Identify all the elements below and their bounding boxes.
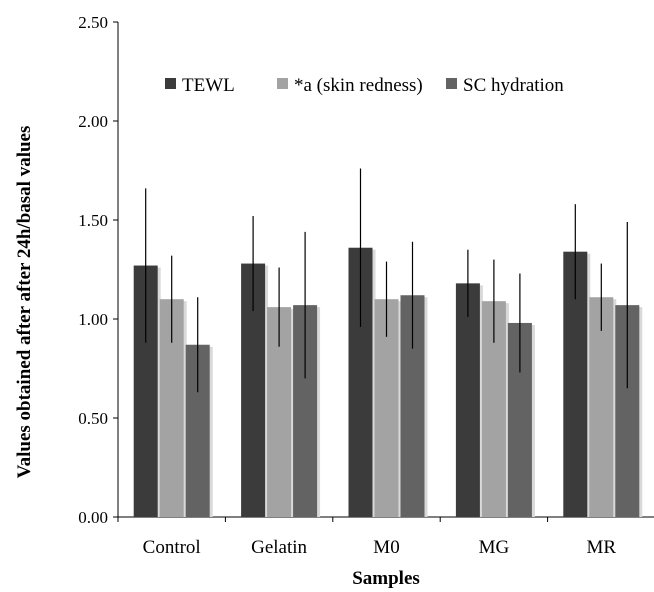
legend-swatch	[277, 78, 288, 89]
error-bars	[145, 168, 628, 393]
y-tick-label: 0.50	[78, 409, 108, 428]
legend-label: *a (skin redness)	[294, 75, 423, 96]
x-tick-label: Control	[143, 537, 201, 558]
bars	[133, 247, 643, 517]
y-tick-label: 1.00	[78, 310, 108, 329]
y-tick-label: 0.00	[78, 508, 108, 527]
y-tick-label: 1.50	[78, 211, 108, 230]
x-tick-label: Gelatin	[251, 537, 307, 558]
legend-label: SC hydration	[463, 75, 564, 96]
legend-label: TEWL	[182, 75, 235, 96]
bar	[455, 283, 480, 517]
x-tick-label: M0	[373, 537, 399, 558]
legend: TEWL *a (skin redness) SC hydration	[165, 75, 564, 96]
y-axis-label: Values obtained after after 24h/basal va…	[14, 126, 35, 479]
bar	[589, 297, 614, 517]
legend-swatch	[165, 78, 176, 89]
x-tick-label: MR	[587, 537, 617, 558]
x-axis-label: Samples	[352, 568, 420, 589]
y-axis: 0.00 0.50 1.00 1.50 2.00 2.50	[78, 13, 119, 527]
x-tick-label: MG	[479, 537, 510, 558]
legend-swatch	[446, 78, 457, 89]
y-tick-label: 2.00	[78, 112, 108, 131]
x-axis: Control Gelatin M0 MG MR	[117, 516, 654, 558]
y-tick-label: 2.50	[78, 13, 108, 32]
